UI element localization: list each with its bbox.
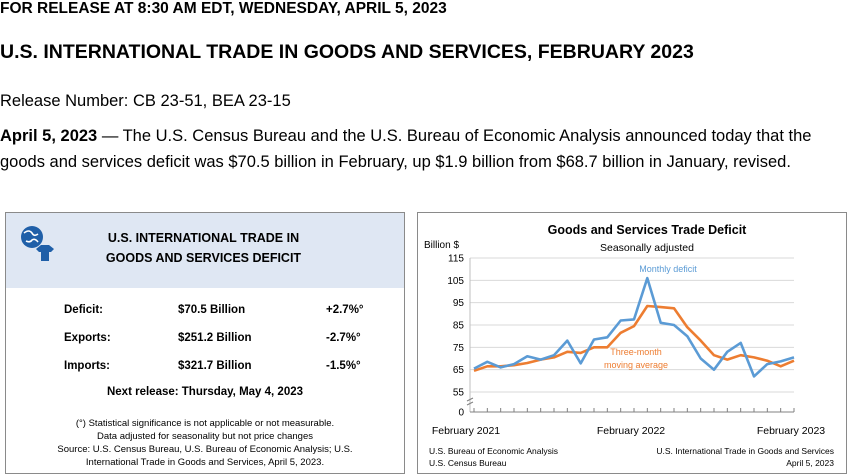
- source-right-2: April 5, 2023: [786, 458, 834, 468]
- source-left-1: U.S. Bureau of Economic Analysis: [429, 446, 558, 456]
- y-tick-label: 85: [453, 321, 465, 332]
- legend-avg-line1: Three-month: [610, 347, 662, 357]
- deficit-chart: Goods and Services Trade Deficit Seasona…: [417, 212, 847, 474]
- note-line: (°) Statistical significance is not appl…: [75, 418, 335, 429]
- imports-row: Imports: $321.7 Billion -1.5%°: [6, 360, 404, 380]
- source-right-1: U.S. International Trade in Goods and Se…: [656, 446, 834, 456]
- intro-text: — The U.S. Census Bureau and the U.S. Bu…: [0, 127, 812, 171]
- summary-box: U.S. INTERNATIONAL TRADE IN GOODS AND SE…: [5, 212, 405, 474]
- y-axis-label: Billion $: [424, 240, 459, 251]
- source-left-2: U.S. Census Bureau: [429, 458, 507, 468]
- y-axis: 0 55 65 75 85 95 105 115: [447, 254, 794, 419]
- x-axis: [470, 408, 795, 413]
- y-tick-label: 55: [453, 388, 465, 399]
- note-line: Source: U.S. Census Bureau, U.S. Bureau …: [57, 444, 353, 455]
- release-number: Release Number: CB 23-51, BEA 23-15: [0, 92, 291, 110]
- legend-avg-line2: moving average: [604, 360, 668, 370]
- y-tick-label: 65: [453, 365, 465, 376]
- note-line: International Trade in Goods and Service…: [85, 457, 325, 468]
- x-tick-label: February 2021: [432, 425, 500, 437]
- imports-label: Imports:: [64, 360, 110, 372]
- x-tick-label: February 2022: [597, 425, 665, 437]
- exports-row: Exports: $251.2 Billion -2.7%°: [6, 332, 404, 352]
- chart-lines: [473, 276, 795, 378]
- imports-change: -1.5%°: [326, 360, 361, 372]
- y-tick-label: 115: [448, 254, 464, 265]
- y-tick-label: 105: [447, 276, 464, 287]
- y-tick-label: 0: [458, 408, 464, 419]
- page-title: U.S. INTERNATIONAL TRADE IN GOODS AND SE…: [0, 41, 694, 63]
- imports-value: $321.7 Billion: [178, 360, 252, 372]
- exports-label: Exports:: [64, 332, 111, 344]
- summary-title-line2: GOODS AND SERVICES DEFICIT: [105, 251, 302, 265]
- summary-title-line1: U.S. INTERNATIONAL TRADE IN: [107, 231, 300, 245]
- next-release: Next release: Thursday, May 4, 2023: [106, 386, 304, 398]
- y-tick-label: 95: [453, 298, 465, 309]
- axis-break-mark: [466, 397, 474, 406]
- release-time: FOR RELEASE AT 8:30 AM EDT, WEDNESDAY, A…: [0, 0, 447, 17]
- chart-subtitle: Seasonally adjusted: [600, 242, 694, 254]
- deficit-label: Deficit:: [64, 304, 103, 316]
- deficit-value: $70.5 Billion: [178, 304, 246, 316]
- monthly-deficit-line: [473, 276, 795, 378]
- chart-canvas: Goods and Services Trade Deficit Seasona…: [424, 223, 834, 468]
- exports-change: -2.7%°: [326, 332, 361, 344]
- y-tick-label: 75: [453, 343, 465, 354]
- globe-icon: [21, 226, 54, 261]
- chart-title: Goods and Services Trade Deficit: [548, 223, 748, 237]
- summary-title: U.S. INTERNATIONAL TRADE IN GOODS AND SE…: [66, 228, 341, 268]
- note-line: Data adjusted for seasonality but not pr…: [97, 431, 313, 442]
- summary-notes: (°) Statistical significance is not appl…: [6, 417, 404, 469]
- deficit-change: +2.7%°: [326, 304, 364, 316]
- deficit-row: Deficit: $70.5 Billion +2.7%°: [6, 304, 404, 324]
- summary-header: U.S. INTERNATIONAL TRADE IN GOODS AND SE…: [6, 213, 404, 288]
- exports-value: $251.2 Billion: [178, 332, 252, 344]
- release-date: April 5, 2023: [0, 127, 98, 145]
- three-month-moving-average-line: [473, 304, 795, 373]
- x-tick-label: February 2023: [757, 425, 825, 437]
- intro-paragraph: April 5, 2023 — The U.S. Census Bureau a…: [0, 123, 845, 175]
- legend-monthly: Monthly deficit: [639, 264, 697, 274]
